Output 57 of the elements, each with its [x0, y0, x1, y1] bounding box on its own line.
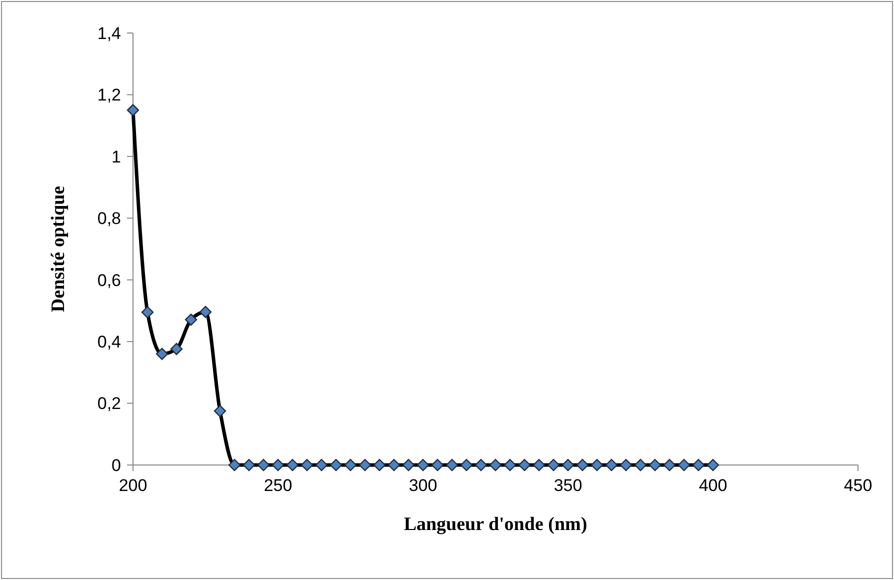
- point: [416, 458, 430, 472]
- point: [373, 458, 386, 472]
- point: [706, 458, 720, 472]
- point: [620, 458, 632, 472]
- y-axis-title: Densité optique: [48, 186, 69, 312]
- point: [634, 458, 647, 472]
- point: [388, 458, 400, 472]
- point: [590, 458, 604, 472]
- point: [344, 458, 357, 472]
- point: [330, 458, 342, 472]
- point: [300, 458, 314, 472]
- point: [678, 458, 690, 472]
- y-tick-label: 0,4: [97, 332, 121, 352]
- y-tick-label: 1,4: [97, 24, 121, 43]
- y-tick-label: 0,6: [97, 270, 121, 290]
- point: [648, 458, 662, 472]
- point: [286, 458, 299, 472]
- point: [532, 458, 546, 472]
- point: [141, 306, 154, 318]
- point: [576, 458, 589, 472]
- point: [272, 458, 284, 472]
- x-axis-title: Langueur d'onde (nm): [404, 514, 588, 535]
- point: [257, 458, 270, 472]
- x-tick-label: 200: [118, 476, 148, 495]
- point: [547, 458, 560, 472]
- point: [358, 458, 372, 472]
- y-tick-label: 0: [112, 456, 121, 475]
- point: [562, 458, 574, 472]
- point: [692, 458, 705, 472]
- x-tick-label: 300: [408, 476, 438, 495]
- point: [446, 458, 458, 472]
- point: [605, 458, 618, 472]
- point: [315, 458, 328, 472]
- y-tick-label: 1: [112, 147, 121, 166]
- point: [431, 458, 444, 472]
- point: [489, 458, 502, 472]
- point: [228, 458, 241, 472]
- point: [663, 458, 676, 472]
- point: [214, 404, 226, 418]
- point: [504, 458, 516, 472]
- point: [184, 314, 198, 326]
- x-tick-label: 400: [698, 476, 728, 495]
- point: [156, 348, 168, 360]
- x-tick-label: 250: [264, 476, 292, 495]
- point: [460, 458, 473, 472]
- point: [474, 458, 488, 472]
- x-tick-label: 350: [554, 476, 582, 495]
- point: [518, 458, 531, 472]
- x-tick-label: 450: [844, 476, 872, 495]
- point: [126, 104, 140, 116]
- point: [402, 458, 415, 472]
- y-tick-label: 1,2: [97, 86, 121, 105]
- point: [242, 458, 256, 472]
- y-tick-label: 0,8: [97, 209, 121, 228]
- y-tick-label: 0,2: [97, 394, 121, 414]
- point: [170, 342, 183, 356]
- point: [199, 306, 212, 318]
